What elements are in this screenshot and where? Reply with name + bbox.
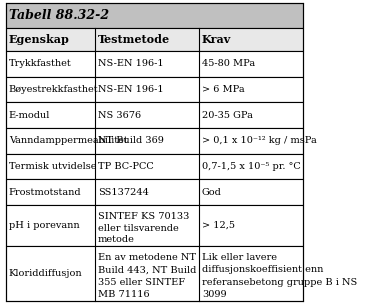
Bar bbox=[6, 102, 303, 128]
Text: 45-80 MPa: 45-80 MPa bbox=[202, 59, 255, 68]
Text: > 0,1 x 10⁻¹² kg / msPa: > 0,1 x 10⁻¹² kg / msPa bbox=[202, 136, 317, 145]
Text: eller tilsvarende: eller tilsvarende bbox=[98, 223, 179, 233]
Text: MB 71116: MB 71116 bbox=[98, 290, 149, 299]
Text: NS 3676: NS 3676 bbox=[98, 111, 141, 120]
Text: diffusjonskoeffisient enn: diffusjonskoeffisient enn bbox=[202, 265, 323, 275]
Bar bbox=[6, 51, 303, 77]
Bar bbox=[6, 205, 303, 246]
Text: NS-EN 196-1: NS-EN 196-1 bbox=[98, 85, 163, 94]
Text: 20-35 GPa: 20-35 GPa bbox=[202, 111, 253, 120]
Bar bbox=[6, 3, 303, 28]
Text: Testmetode: Testmetode bbox=[98, 34, 170, 45]
Text: Egenskap: Egenskap bbox=[9, 34, 70, 45]
Text: > 12,5: > 12,5 bbox=[202, 221, 235, 230]
Text: metode: metode bbox=[98, 235, 135, 244]
Text: 0,7-1,5 x 10⁻⁵ pr. °C: 0,7-1,5 x 10⁻⁵ pr. °C bbox=[202, 162, 300, 171]
Text: SS137244: SS137244 bbox=[98, 188, 149, 197]
Bar bbox=[6, 246, 303, 301]
Text: Kloriddiffusjon: Kloriddiffusjon bbox=[9, 269, 82, 278]
Text: pH i porevann: pH i porevann bbox=[9, 221, 79, 230]
Bar bbox=[6, 77, 303, 102]
Text: NS-EN 196-1: NS-EN 196-1 bbox=[98, 59, 163, 68]
Text: Bøyestrekkfasthet: Bøyestrekkfasthet bbox=[9, 85, 98, 94]
Text: 355 eller SINTEF: 355 eller SINTEF bbox=[98, 278, 185, 287]
Text: En av metodene NT: En av metodene NT bbox=[98, 253, 196, 262]
Text: Frostmotstand: Frostmotstand bbox=[9, 188, 81, 197]
Bar bbox=[6, 154, 303, 179]
Text: Vanndamppermeabilitet: Vanndamppermeabilitet bbox=[9, 136, 127, 145]
Bar bbox=[6, 28, 303, 51]
Text: Trykkfasthet: Trykkfasthet bbox=[9, 59, 71, 68]
Text: SINTEF KS 70133: SINTEF KS 70133 bbox=[98, 212, 189, 221]
Text: Build 443, NT Build: Build 443, NT Build bbox=[98, 265, 196, 275]
Text: Tabell 88.32-2: Tabell 88.32-2 bbox=[9, 9, 109, 22]
Text: > 6 MPa: > 6 MPa bbox=[202, 85, 244, 94]
Bar bbox=[6, 128, 303, 154]
Text: Termisk utvidelse: Termisk utvidelse bbox=[9, 162, 96, 171]
Bar bbox=[6, 179, 303, 205]
Text: God: God bbox=[202, 188, 222, 197]
Text: Lik eller lavere: Lik eller lavere bbox=[202, 253, 277, 262]
Text: NT Build 369: NT Build 369 bbox=[98, 136, 164, 145]
Text: referansebetong gruppe B i NS: referansebetong gruppe B i NS bbox=[202, 278, 357, 287]
Text: TP BC-PCC: TP BC-PCC bbox=[98, 162, 154, 171]
Text: 3099: 3099 bbox=[202, 290, 227, 299]
Text: E-modul: E-modul bbox=[9, 111, 50, 120]
Text: Krav: Krav bbox=[202, 34, 231, 45]
